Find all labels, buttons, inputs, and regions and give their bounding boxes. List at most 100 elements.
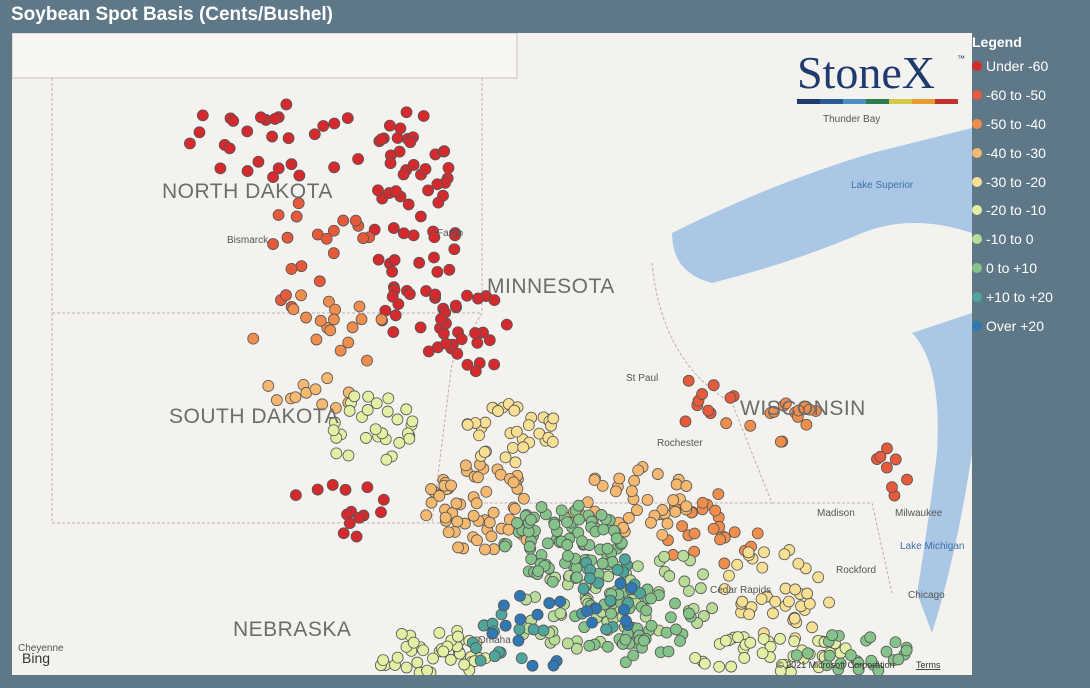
map-point [241,125,254,138]
map-point [214,162,227,175]
map-point [452,630,464,643]
legend-item[interactable]: 0 to +10 [972,254,1090,283]
map-point [622,511,635,524]
map-point [823,596,835,609]
map-point [421,664,434,675]
legend-label: -50 to -40 [986,115,1046,132]
map-point [782,595,795,608]
map-point [751,527,764,540]
map-point [469,327,482,339]
map-point [497,599,510,612]
map-point [663,570,676,582]
legend-item[interactable]: -60 to -50 [972,81,1090,110]
place-label: Thunder Bay [823,114,880,125]
map-point [414,321,427,334]
legend-label: Under -60 [986,58,1049,75]
map-point [532,565,545,577]
map-point [788,612,801,625]
map-point [311,483,324,496]
state-label: NEBRASKA [233,618,351,641]
map-point [375,506,387,519]
map-point [826,629,838,642]
map-point [280,98,293,111]
map-point [393,436,406,449]
map-point [679,415,692,428]
map-point [382,392,395,405]
legend-item[interactable]: -40 to -30 [972,138,1090,167]
legend-item[interactable]: +10 to +20 [972,282,1090,311]
map-point [792,557,805,570]
map-point [596,557,609,570]
legend-item[interactable]: Over +20 [972,311,1090,340]
map-point [310,333,323,346]
place-label: Chicago [908,590,945,601]
map-point [329,402,342,414]
map-point [437,327,450,340]
map-point [892,653,905,666]
map-point [872,664,885,675]
map-point [380,453,393,466]
map-point [714,533,726,546]
map-point [389,309,402,322]
map-point [437,645,450,658]
map-point [343,517,356,530]
map-point [627,649,640,662]
legend-label: 0 to +10 [986,259,1037,276]
map-point [656,528,669,541]
map-point [267,238,279,250]
map-point [514,590,526,602]
map-point [348,390,361,403]
map-point [634,587,646,599]
map-point [554,607,567,620]
map-point [400,403,413,416]
map-point [640,604,653,617]
map-point [661,517,674,530]
map-point [584,572,596,585]
legend-item[interactable]: -50 to -40 [972,110,1090,139]
map-point [678,575,691,588]
map-point [360,432,372,444]
map-point [541,537,554,550]
map-point [696,496,709,509]
legend-item[interactable]: -10 to 0 [972,225,1090,254]
map-point [267,171,279,184]
map-point [723,569,735,582]
map-point [403,432,416,445]
map-point [183,137,196,150]
map-point [670,623,682,636]
map-point [546,575,559,588]
logo-bar [820,99,843,104]
legend-item[interactable]: -20 to -10 [972,196,1090,225]
map-point [780,397,792,410]
map-point [431,178,444,191]
map-point [377,493,390,506]
map-point [680,480,693,492]
map-point [509,502,521,515]
map-point [581,605,593,617]
map-point [390,185,402,198]
map-point [391,413,404,426]
map-point [353,511,366,524]
map-point [789,583,802,596]
map-point [527,623,540,636]
map-point [353,300,366,313]
map-point [641,494,654,506]
map-point [744,419,757,432]
map[interactable]: NORTH DAKOTA SOUTH DAKOTA MINNESOTA WISCONS… [12,33,972,675]
map-point [440,337,453,350]
map-point [444,653,457,666]
legend-item[interactable]: -30 to -20 [972,167,1090,196]
map-point [625,581,638,594]
map-point [450,497,463,510]
map-point [511,517,523,529]
terms-link[interactable]: Terms [916,660,941,670]
map-point [247,332,260,345]
map-point [452,541,464,554]
legend-swatch [972,205,982,216]
map-point [486,627,499,640]
map-point [350,530,363,543]
map-point [417,110,430,122]
map-point [864,631,877,644]
map-point [414,210,427,223]
legend-item[interactable]: Under -60 [972,52,1090,81]
